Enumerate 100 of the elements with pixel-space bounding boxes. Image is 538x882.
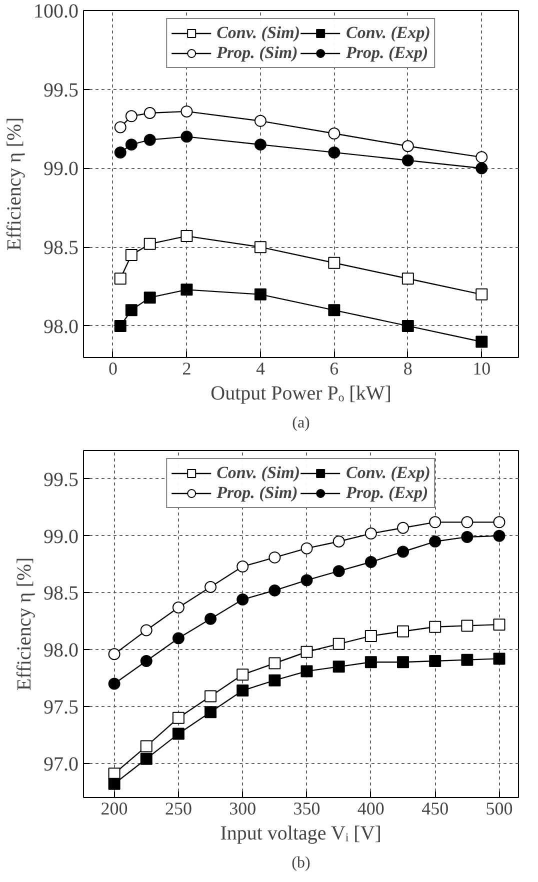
point (332, 536, 345, 548)
point (328, 256, 340, 269)
point (236, 684, 249, 697)
point (125, 248, 138, 261)
point (140, 654, 152, 667)
point (476, 151, 488, 164)
x-tick-label: 350 (293, 798, 320, 818)
point (125, 138, 138, 151)
point (144, 107, 156, 120)
point (493, 530, 506, 542)
point (397, 522, 410, 534)
point (108, 778, 120, 790)
point (402, 140, 414, 152)
point (328, 128, 340, 140)
point (254, 241, 266, 254)
point (254, 288, 266, 300)
point (108, 678, 120, 690)
point (204, 612, 217, 625)
y-tick-label: 97.0 (44, 753, 78, 776)
point (493, 516, 506, 528)
legend-label: Conv. (Sim) (216, 463, 300, 483)
point (429, 516, 442, 528)
legend-label: Conv. (Exp) (346, 463, 430, 483)
point (180, 130, 193, 143)
point (140, 740, 152, 752)
point (476, 288, 488, 300)
point (236, 668, 249, 681)
point (364, 630, 377, 642)
point (180, 230, 193, 242)
point (397, 625, 410, 638)
point (476, 336, 488, 348)
point (493, 618, 506, 631)
point (114, 272, 126, 285)
point (236, 560, 249, 573)
legend-label: Prop. (Exp) (346, 483, 428, 503)
x-tick-label: 450 (422, 798, 449, 818)
x-axis-title: Output Power Pₒ [kW] (210, 382, 392, 404)
x-tick-label: 0 (108, 358, 118, 378)
text: (b) (292, 854, 310, 872)
point (108, 648, 120, 660)
point (461, 516, 474, 528)
point (364, 556, 377, 568)
legend-label: Prop. (Sim) (216, 483, 298, 503)
point (402, 272, 414, 285)
point (332, 565, 345, 578)
point (254, 114, 266, 127)
x-tick-label: 10 (472, 358, 491, 378)
y-tick-label: 99.5 (44, 468, 78, 491)
y-tick-label: 98.0 (44, 640, 78, 662)
y-tick-label: 98.5 (44, 237, 78, 260)
point (493, 652, 506, 665)
y-axis-title: Efficiency η [%] (4, 117, 26, 251)
y-tick-label: 98.5 (44, 582, 78, 605)
point (300, 646, 313, 658)
legend-label: Conv. (Exp) (346, 23, 430, 43)
text: (a) (292, 414, 310, 432)
legend-label: Prop. (Sim) (216, 43, 298, 63)
point (140, 624, 152, 636)
x-tick-label: 4 (256, 358, 265, 378)
point (397, 546, 410, 558)
point (364, 656, 377, 668)
legend-label: Conv. (Sim) (216, 23, 300, 43)
point (328, 304, 340, 316)
y-tick-label: 99.0 (44, 526, 78, 548)
point (268, 674, 281, 686)
point (300, 574, 313, 586)
x-tick-label: 8 (403, 358, 412, 378)
x-tick-label: 250 (164, 798, 192, 818)
point (204, 581, 217, 594)
point (254, 138, 266, 151)
point (268, 584, 281, 596)
point (332, 638, 345, 650)
point (180, 284, 193, 296)
point (461, 620, 474, 632)
point (402, 320, 414, 332)
point (429, 620, 442, 633)
point (236, 594, 249, 606)
point (172, 602, 184, 614)
legend-label: Prop. (Exp) (346, 43, 428, 63)
point (172, 728, 184, 740)
y-tick-label: 98.0 (44, 316, 78, 338)
point (476, 162, 488, 174)
x-axis-title: Input voltage Vᵢ [V] (220, 822, 382, 844)
point (204, 706, 217, 718)
point (397, 656, 410, 668)
point (429, 536, 442, 548)
point (332, 660, 345, 673)
point (402, 154, 414, 166)
y-tick-label: 99.0 (44, 158, 78, 180)
point (268, 657, 281, 670)
y-tick-label: 100.0 (34, 0, 78, 22)
point (364, 528, 377, 540)
y-tick-label: 97.5 (44, 696, 78, 718)
point (300, 665, 313, 678)
y-tick-label: 99.5 (44, 79, 78, 102)
point (140, 752, 152, 765)
point (114, 320, 126, 332)
x-tick-label: 6 (330, 358, 339, 378)
point (172, 632, 184, 644)
point (125, 110, 138, 122)
